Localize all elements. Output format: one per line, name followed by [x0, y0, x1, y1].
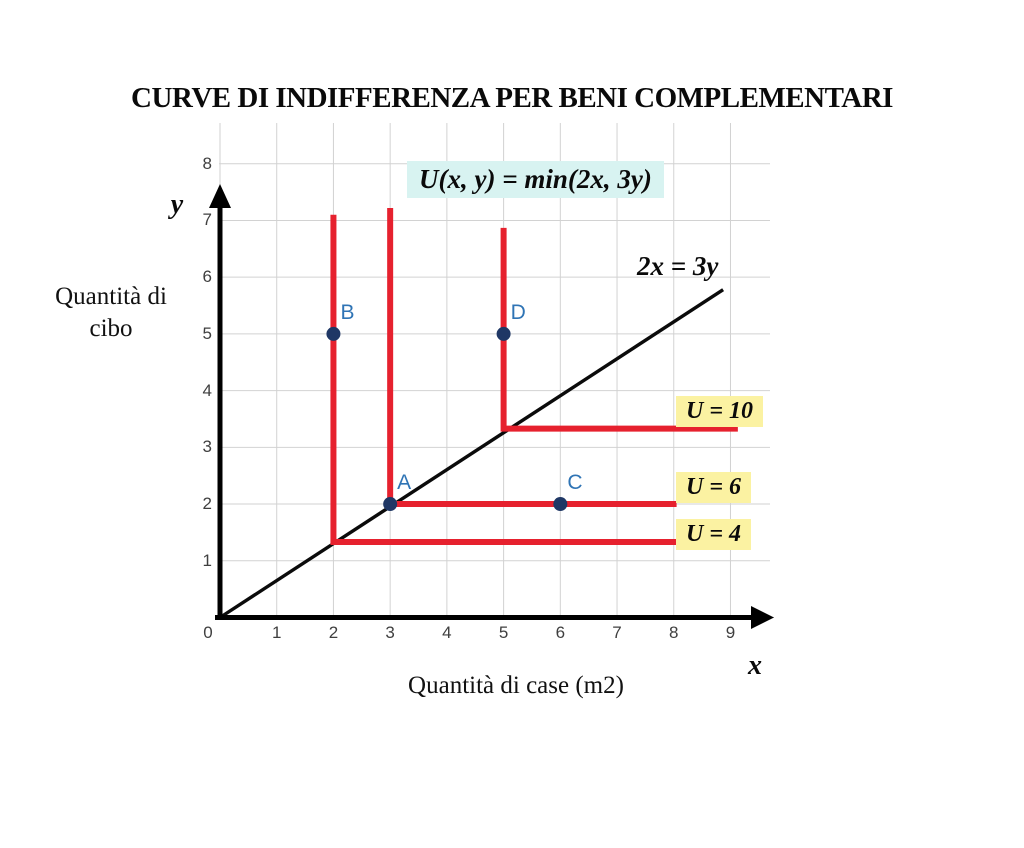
y-tick-label: 7	[202, 210, 212, 230]
data-point	[496, 326, 511, 341]
point-label: A	[397, 471, 412, 495]
point-label: C	[567, 471, 583, 495]
x-tick-label: 8	[669, 623, 679, 642]
diagonal-line	[219, 288, 725, 619]
x-tick-label: 4	[442, 623, 452, 642]
y-tick-label: 8	[202, 153, 212, 173]
indifference-curve	[500, 227, 738, 432]
x-tick-label: 9	[725, 623, 736, 642]
y-tick-label: 2	[202, 494, 212, 514]
utility-label: U = 4	[676, 519, 752, 551]
x-tick-label: 1	[271, 623, 282, 642]
data-point	[383, 497, 398, 512]
point-label: B	[340, 300, 355, 324]
x-axis-title: Quantità di case (m2)	[408, 672, 624, 699]
utility-label: U = 6	[676, 471, 752, 503]
data-point	[326, 326, 341, 341]
y-axis-arrow-icon	[209, 184, 231, 208]
x-tick-label: 5	[498, 623, 509, 642]
y-axis-title: Quantità di cibo	[55, 283, 167, 342]
chart-title: CURVE DI INDIFFERENZA PER BENI COMPLEMEN…	[131, 82, 893, 114]
utility-label: U = 10	[676, 396, 764, 428]
y-tick-label: 6	[202, 267, 212, 287]
x-tick-label: 0	[203, 623, 213, 642]
x-tick-label: 6	[555, 623, 566, 642]
y-tick-label: 5	[202, 323, 212, 343]
point-label: D	[510, 300, 526, 324]
x-axis-letter: x	[748, 650, 762, 681]
y-tick-label: 4	[202, 380, 212, 400]
diagonal-label: 2x = 3y	[637, 251, 719, 281]
x-tick-label: 2	[328, 623, 339, 642]
utility-formula: U(x, y) = min(2x, 3y)	[407, 161, 664, 198]
x-axis-arrow-icon	[751, 606, 774, 629]
y-tick-label: 1	[202, 550, 212, 570]
y-tick-label: 3	[202, 437, 212, 457]
indifference-curve	[330, 214, 677, 546]
x-tick-label: 3	[385, 623, 395, 642]
y-axis-letter: y	[170, 189, 184, 220]
x-tick-label: 7	[612, 623, 622, 642]
data-point	[553, 497, 568, 512]
